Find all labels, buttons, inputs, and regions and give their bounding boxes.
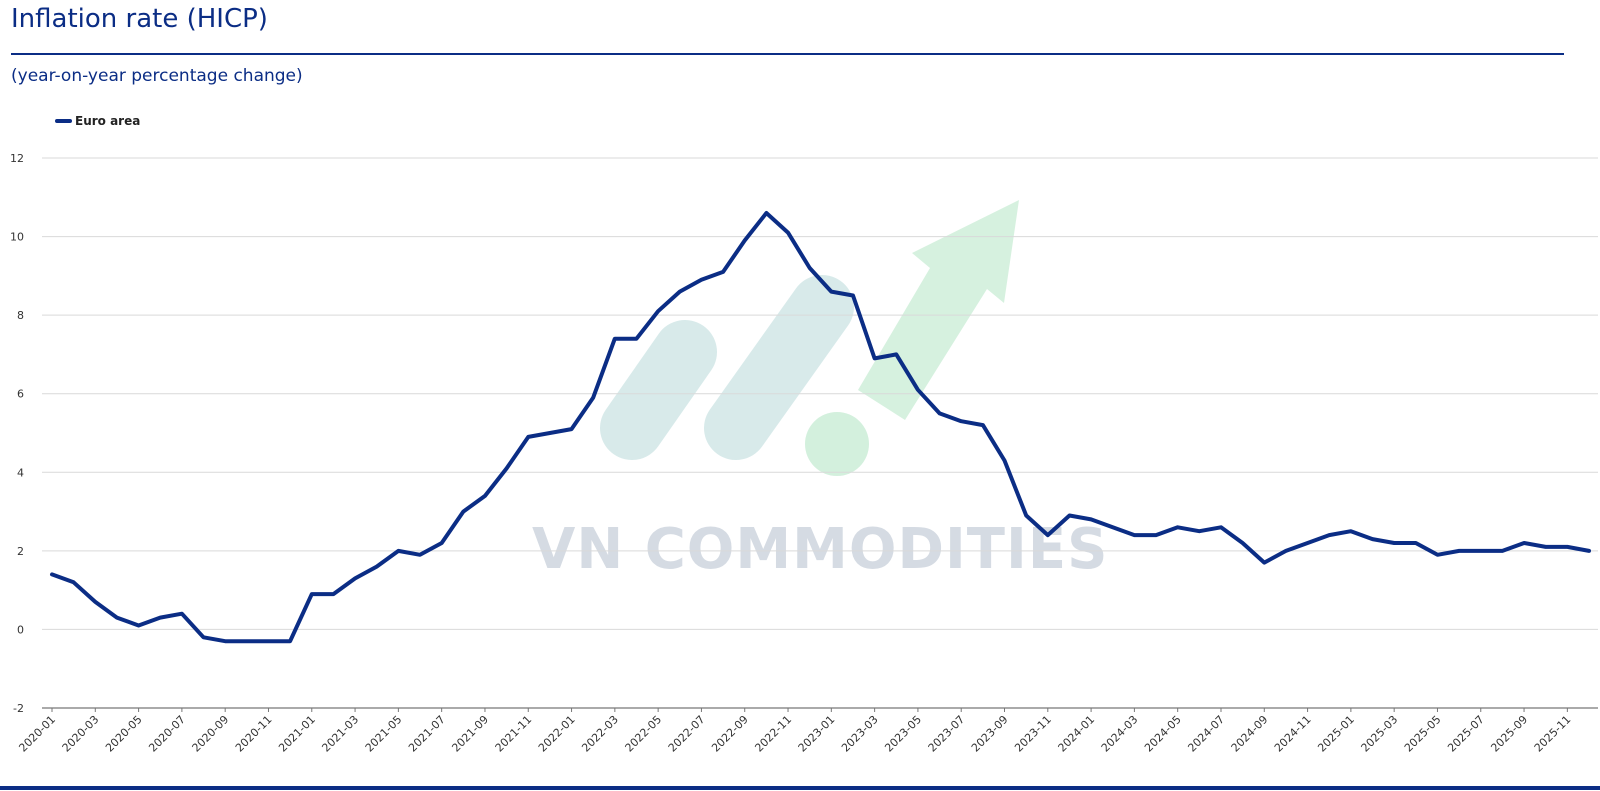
x-tick-label: 2023-05 bbox=[882, 713, 924, 755]
x-tick-label: 2020-01 bbox=[16, 713, 58, 755]
x-tick-label: 2020-07 bbox=[146, 713, 188, 755]
x-tick-label: 2025-09 bbox=[1488, 713, 1530, 755]
x-tick-label: 2020-11 bbox=[233, 713, 275, 755]
chart-title: Inflation rate (HICP) bbox=[11, 4, 268, 34]
x-tick-label: 2022-09 bbox=[709, 713, 751, 755]
x-tick-label: 2021-09 bbox=[449, 713, 491, 755]
x-tick-label: 2025-11 bbox=[1532, 713, 1574, 755]
series-euro-area bbox=[50, 211, 1591, 644]
watermark-arrow bbox=[858, 200, 1019, 420]
watermark-logo: VN COMMODITIES bbox=[532, 200, 1108, 582]
y-tick-label: 10 bbox=[10, 231, 24, 244]
x-tick-label: 2022-07 bbox=[666, 713, 708, 755]
y-tick-label: 4 bbox=[17, 466, 24, 479]
watermark-bar-middle bbox=[704, 275, 854, 460]
watermark-bar-left bbox=[600, 320, 717, 460]
y-tick-label: 12 bbox=[10, 152, 24, 165]
x-tick-label: 2025-01 bbox=[1315, 713, 1357, 755]
title-divider bbox=[11, 53, 1564, 55]
watermark-dot bbox=[805, 412, 869, 476]
x-tick-label: 2021-07 bbox=[406, 713, 448, 755]
x-tick-label: 2021-05 bbox=[363, 713, 405, 755]
x-tick-label: 2024-05 bbox=[1142, 713, 1184, 755]
x-tick-label: 2023-07 bbox=[926, 713, 968, 755]
legend-entry-euro-area: Euro area bbox=[75, 114, 140, 128]
x-tick-label: 2021-01 bbox=[276, 713, 318, 755]
x-tick-label: 2022-03 bbox=[579, 713, 621, 755]
watermark-text: VN COMMODITIES bbox=[532, 517, 1108, 582]
y-tick-label: 0 bbox=[17, 623, 24, 636]
x-axis-ticks: 2020-01 2020-03 2020-05 2020-07 2020-09 2020-… bbox=[16, 708, 1573, 755]
x-tick-label: 2025-07 bbox=[1445, 713, 1487, 755]
x-tick-label: 2020-03 bbox=[60, 713, 102, 755]
x-tick-label: 2022-05 bbox=[623, 713, 665, 755]
x-tick-label: 2021-11 bbox=[493, 713, 535, 755]
x-tick-label: 2022-11 bbox=[752, 713, 794, 755]
series-line bbox=[50, 211, 1591, 644]
x-tick-label: 2023-09 bbox=[969, 713, 1011, 755]
y-axis-ticks: -2 0 2 4 6 8 10 12 bbox=[10, 152, 24, 715]
y-tick-label: 8 bbox=[17, 309, 24, 322]
x-tick-label: 2024-11 bbox=[1272, 713, 1314, 755]
y-tick-label: 2 bbox=[17, 545, 24, 558]
x-tick-label: 2022-01 bbox=[536, 713, 578, 755]
x-tick-label: 2024-09 bbox=[1229, 713, 1271, 755]
x-tick-label: 2020-09 bbox=[190, 713, 232, 755]
x-tick-label: 2021-03 bbox=[319, 713, 361, 755]
x-tick-label: 2024-03 bbox=[1099, 713, 1141, 755]
x-tick-label: 2023-03 bbox=[839, 713, 881, 755]
x-tick-label: 2025-05 bbox=[1402, 713, 1444, 755]
x-tick-label: 2024-07 bbox=[1185, 713, 1227, 755]
x-tick-label: 2024-01 bbox=[1056, 713, 1098, 755]
y-tick-label: 6 bbox=[17, 388, 24, 401]
grid-lines bbox=[42, 157, 1598, 709]
bottom-divider bbox=[0, 786, 1600, 790]
x-tick-label: 2020-05 bbox=[103, 713, 145, 755]
chart-subtitle: (year-on-year percentage change) bbox=[11, 66, 303, 86]
x-tick-label: 2025-03 bbox=[1359, 713, 1401, 755]
y-tick-label: -2 bbox=[13, 702, 24, 715]
x-tick-label: 2023-11 bbox=[1012, 713, 1054, 755]
legend: Euro area bbox=[55, 114, 140, 128]
x-tick-label: 2023-01 bbox=[796, 713, 838, 755]
